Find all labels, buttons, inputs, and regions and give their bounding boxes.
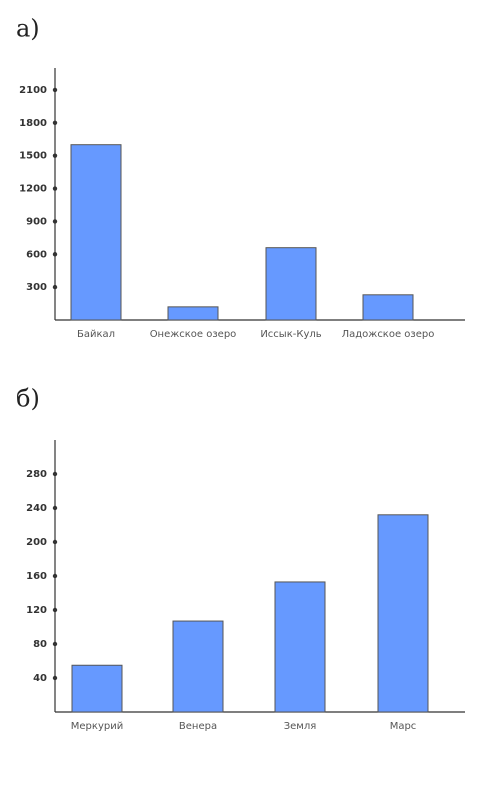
tick-dot xyxy=(52,471,58,477)
bar xyxy=(167,306,219,321)
bar xyxy=(377,514,429,713)
y-tick-label: 160 xyxy=(26,571,47,582)
y-tick-label: 280 xyxy=(26,469,47,480)
bar xyxy=(265,247,317,321)
y-tick-label: 300 xyxy=(26,282,47,293)
bar xyxy=(172,620,224,713)
bar xyxy=(362,294,414,321)
x-tick-label: Ладожское озеро xyxy=(342,329,435,340)
x-tick-label: Иссык-Куль xyxy=(260,329,321,340)
bar xyxy=(70,144,122,321)
y-tick-label: 40 xyxy=(33,673,47,684)
tick-dot xyxy=(52,153,58,158)
tick-dot xyxy=(52,186,58,191)
y-tick-label: 1200 xyxy=(19,184,47,195)
y-tick-label: 120 xyxy=(26,605,47,616)
tick-dot xyxy=(52,607,58,613)
bar xyxy=(274,581,326,713)
tick-dot xyxy=(52,641,58,647)
y-tick-label: 1800 xyxy=(19,118,47,129)
x-tick-label: Меркурий xyxy=(71,721,123,732)
tick-dot xyxy=(52,539,58,545)
x-tick-label: Байкал xyxy=(77,329,115,340)
x-tick-label: Венера xyxy=(179,721,217,732)
x-tick-label: Земля xyxy=(284,721,317,732)
tick-dot xyxy=(52,573,58,579)
tick-dot xyxy=(52,505,58,511)
tick-dot xyxy=(52,252,58,257)
tick-dot xyxy=(52,284,58,290)
tick-dot xyxy=(52,120,58,125)
bar xyxy=(71,664,123,713)
y-tick-label: 1500 xyxy=(19,151,47,162)
chart-title: б) xyxy=(16,385,40,413)
y-tick-label: 80 xyxy=(33,639,47,650)
tick-dot xyxy=(52,675,58,681)
tick-dot xyxy=(52,219,58,224)
y-tick-label: 900 xyxy=(26,216,47,227)
tick-dot xyxy=(52,87,58,93)
y-tick-label: 600 xyxy=(26,249,47,260)
y-tick-label: 200 xyxy=(26,537,47,548)
x-tick-label: Марс xyxy=(390,721,417,732)
x-tick-label: Онежское озеро xyxy=(150,329,237,340)
chart-title: а) xyxy=(16,15,40,43)
y-tick-label: 2100 xyxy=(19,85,47,96)
y-tick-label: 240 xyxy=(26,503,47,514)
